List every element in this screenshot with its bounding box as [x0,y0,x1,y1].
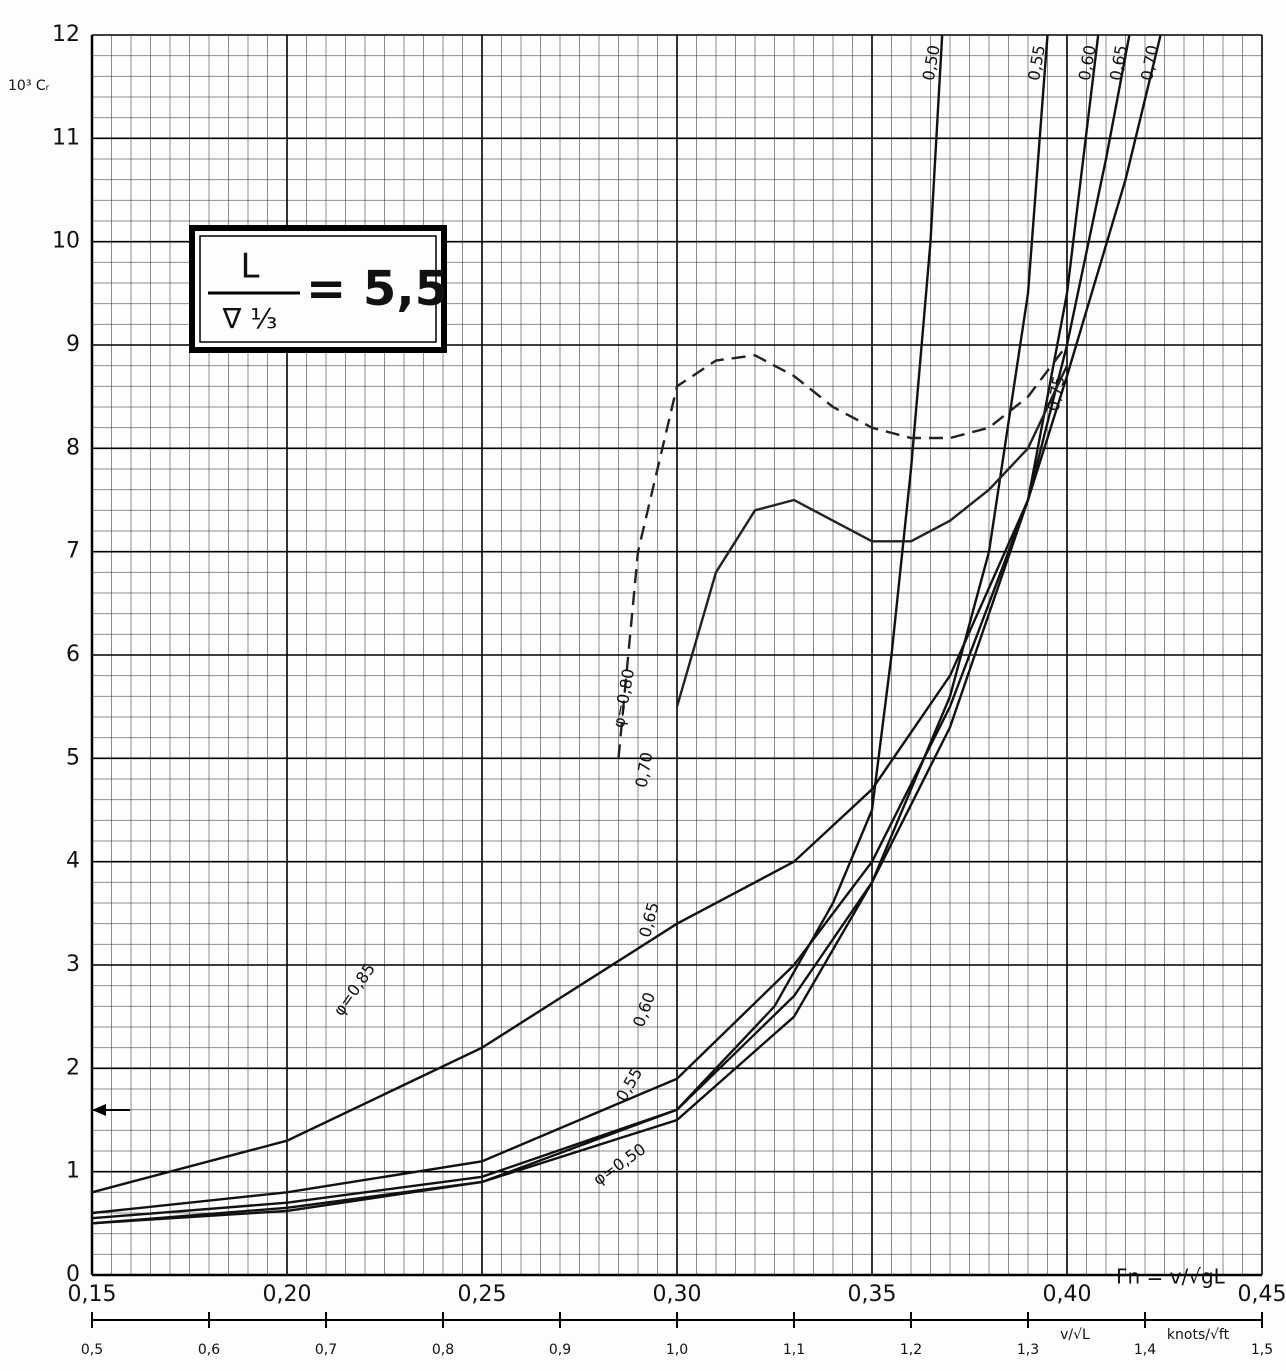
y-tick-label: 12 [52,22,80,47]
y-tick-label: 4 [66,849,80,874]
y-tick-label: 5 [66,745,80,770]
y-tick-label: 7 [66,539,80,564]
y-tick-label: 1 [66,1159,80,1184]
x2-tick-label: 0,8 [432,1342,454,1358]
y-tick-label: 2 [66,1055,80,1080]
y-tick-label: 9 [66,332,80,357]
x2-tick-label: 1,2 [900,1342,922,1358]
y-tick-label: 11 [52,125,80,150]
parameter-box: L ∇ ⅓ = 5,5 [192,228,448,350]
x2-tick-label: 1,4 [1134,1342,1156,1358]
x-tick-label: 0,35 [848,1282,897,1307]
x-tick-label: 0,15 [68,1282,117,1307]
x-tick-label: 0,45 [1238,1282,1286,1307]
x2-tick-label: 0,5 [81,1342,103,1358]
x-tick-label: 0,40 [1043,1282,1092,1307]
x2-tick-label: 0,9 [549,1342,571,1358]
x2-axis-label: v/√L [1060,1327,1090,1343]
x2-tick-label: 1,0 [666,1342,688,1358]
y-tick-label: 10 [52,229,80,254]
x2-axis-unit: knots/√ft [1167,1327,1230,1343]
x-tick-label: 0,20 [263,1282,312,1307]
x-axis-label: Fn = v/√gL [1116,1265,1226,1289]
x2-tick-label: 1,3 [1017,1342,1039,1358]
x2-tick-label: 1,5 [1251,1342,1273,1358]
y-tick-label: 8 [66,435,80,460]
x-tick-label: 0,25 [458,1282,507,1307]
box-value: = 5,5 [306,261,448,317]
x2-tick-label: 0,7 [315,1342,337,1358]
y-axis-label: 10³ Cᵣ [8,78,50,94]
y-tick-label: 6 [66,642,80,667]
chart: 10³ Cᵣ L ∇ ⅓ = 5,5 Fn = v/√gL v/√L knots… [0,0,1286,1371]
x2-tick-label: 1,1 [783,1342,805,1358]
box-denominator: ∇ ⅓ [222,302,278,335]
y-tick-label: 3 [66,952,80,977]
x2-tick-label: 0,6 [198,1342,220,1358]
box-numerator: L [241,247,260,287]
x-tick-label: 0,30 [653,1282,702,1307]
grid [92,35,1262,1275]
